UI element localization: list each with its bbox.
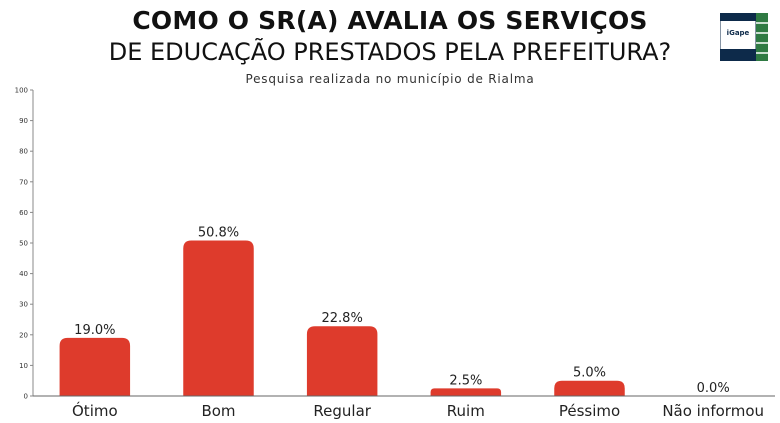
bar-0 [59,337,131,396]
chart-title: COMO O SR(A) AVALIA OS SERVIÇOS [132,6,648,35]
bar-2 [306,326,378,396]
logo-mark-icon [720,13,768,61]
bars-group [59,240,625,396]
category-label-0: Ótimo [72,401,118,420]
value-label-1: 50.8% [198,226,239,241]
chart-title-line2: DE EDUCAÇÃO PRESTADOS PELA PREFEITURA? [108,38,672,66]
bar-3 [430,388,502,396]
category-labels-group: Ótimo Bom Regular Ruim Péssimo Não informou [72,401,764,420]
bar-4 [554,380,625,396]
value-label-4: 5.0% [573,366,606,381]
y-tick-label: 50 [19,240,28,248]
category-label-3: Ruim [447,402,485,420]
y-tick-label: 80 [19,148,28,156]
value-label-3: 2.5% [449,373,482,388]
category-label-1: Bom [201,402,235,420]
logo-text: iGape [726,29,750,37]
value-label-2: 22.8% [322,311,363,326]
y-tick-label: 100 [15,87,28,95]
value-label-5: 0.0% [697,381,730,396]
y-axis: 0 10 20 30 40 50 60 70 80 90 100 [15,87,34,401]
y-tick-label: 90 [19,117,28,125]
category-label-4: Péssimo [559,402,620,420]
y-tick-label: 10 [19,362,28,370]
value-label-0: 19.0% [74,323,115,338]
y-tick-label: 40 [19,270,28,278]
y-tick-label: 20 [19,331,28,339]
y-tick-label: 70 [19,178,28,186]
igape-logo: iGape [720,13,768,61]
bar-1 [183,240,254,396]
value-labels-group: 19.0% 50.8% 22.8% 2.5% 5.0% 0.0% [74,226,730,396]
y-tick-label: 60 [19,209,28,217]
category-label-5: Não informou [662,402,764,420]
category-label-2: Regular [313,402,371,420]
y-tick-label: 0 [24,393,28,401]
y-tick-label: 30 [19,301,28,309]
chart-subtitle: Pesquisa realizada no município de Rialm… [245,72,535,86]
